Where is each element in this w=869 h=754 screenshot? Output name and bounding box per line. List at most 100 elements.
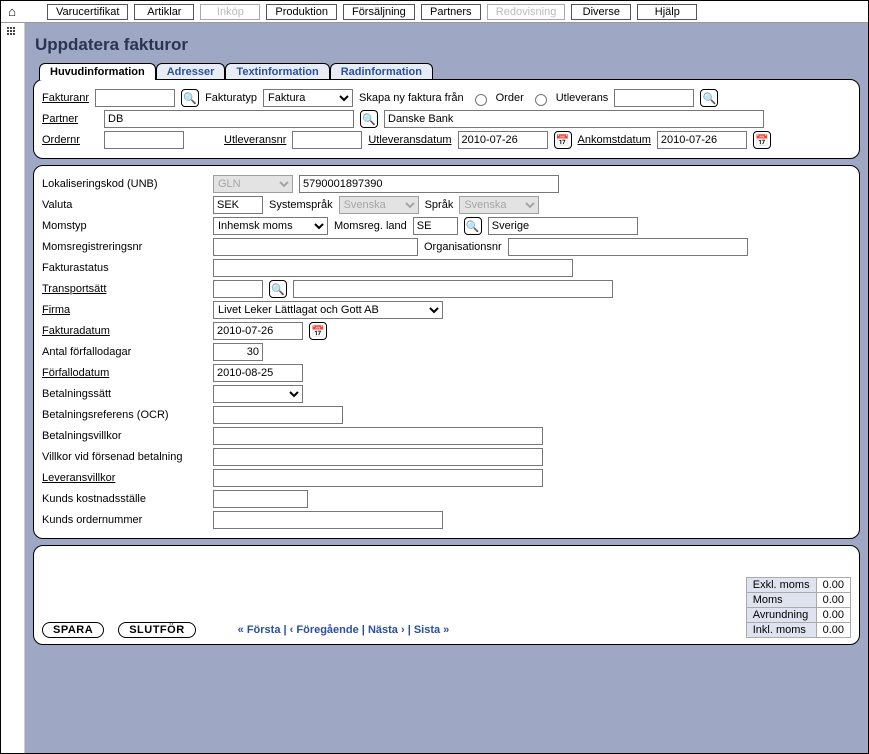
fakturatyp-select[interactable]: Faktura	[263, 89, 353, 107]
top-menu-bar: ⌂ Varucertifikat Artiklar Inköp Produktion F…	[1, 1, 868, 23]
leveransvillkor-input[interactable]	[213, 469, 543, 487]
subtab-row: Huvudinformation Adresser Textinformatio…	[39, 63, 860, 80]
side-strip	[1, 23, 25, 753]
ocr-label: Betalningsreferens (OCR)	[42, 409, 207, 421]
valuta-label: Valuta	[42, 199, 207, 211]
kunds-ordernr-label: Kunds ordernummer	[42, 514, 207, 526]
orgnr-label: Organisationsnr	[424, 241, 502, 253]
ocr-input[interactable]	[213, 406, 343, 424]
top-tab-varucertifikat[interactable]: Varucertifikat	[47, 4, 128, 20]
fakturadatum-input[interactable]	[213, 322, 303, 340]
utleveransdatum-input[interactable]	[458, 131, 548, 149]
order-radio[interactable]	[475, 94, 487, 106]
betalningsvillkor-input[interactable]	[213, 427, 543, 445]
ordernr-input	[104, 131, 184, 149]
totals-table: Exkl. moms0.00 Moms0.00 Avrundning0.00 I…	[746, 577, 851, 638]
tab-huvudinformation[interactable]: Huvudinformation	[39, 63, 156, 80]
lokkod-input	[299, 175, 559, 193]
order-radio-label: Order	[496, 92, 524, 104]
forsenad-label: Villkor vid försenad betalning	[42, 451, 207, 463]
utleverans-radio-label: Utleverans	[556, 92, 609, 104]
ankomstdatum-label: Ankomstdatum	[578, 134, 651, 146]
momsregnr-input[interactable]	[213, 238, 418, 256]
momstyp-select[interactable]: Inhemsk moms	[213, 217, 328, 235]
nav-first[interactable]: « Första	[238, 624, 281, 636]
utleverans-create-input[interactable]	[614, 89, 694, 107]
tab-textinformation[interactable]: Textinformation	[225, 63, 329, 80]
top-tab-produktion[interactable]: Produktion	[266, 4, 337, 20]
partner-code-input[interactable]	[104, 110, 354, 128]
search-icon[interactable]: 🔍	[464, 217, 482, 235]
lokkod-type-select: GLN	[213, 175, 293, 193]
kostnadsstalle-input[interactable]	[213, 490, 308, 508]
forsenad-input[interactable]	[213, 448, 543, 466]
antal-forfallodagar-input[interactable]	[213, 343, 263, 361]
calendar-icon[interactable]: 📅	[554, 131, 572, 149]
nav-last[interactable]: Sista »	[414, 624, 449, 636]
home-icon[interactable]: ⌂	[5, 5, 19, 19]
exkl-moms-value: 0.00	[816, 578, 850, 593]
calendar-icon[interactable]: 📅	[309, 322, 327, 340]
search-icon[interactable]: 🔍	[269, 280, 287, 298]
top-tab-hjälp[interactable]: Hjälp	[637, 4, 697, 20]
partner-name-input	[384, 110, 764, 128]
search-icon[interactable]: 🔍	[700, 89, 718, 107]
search-icon[interactable]: 🔍	[181, 89, 199, 107]
page-title: Uppdatera fakturor	[35, 35, 858, 55]
utleverans-radio[interactable]	[535, 94, 547, 106]
tab-adresser[interactable]: Adresser	[156, 63, 226, 80]
avrundning-label: Avrundning	[746, 608, 816, 623]
avrundning-value: 0.00	[816, 608, 850, 623]
ankomstdatum-input[interactable]	[657, 131, 747, 149]
firma-select[interactable]: Livet Leker Lättlagat och Gott AB	[213, 301, 443, 319]
fakturastatus-input	[213, 259, 573, 277]
fakturanr-input[interactable]	[95, 89, 175, 107]
slutfor-button[interactable]: SLUTFÖR	[118, 622, 195, 638]
top-tab-artiklar[interactable]: Artiklar	[134, 4, 194, 20]
betalningsvillkor-label: Betalningsvillkor	[42, 430, 207, 442]
fakturadatum-label: Fakturadatum	[42, 325, 207, 337]
search-icon[interactable]: 🔍	[360, 110, 378, 128]
moms-value: 0.00	[816, 593, 850, 608]
top-tab-försäljning[interactable]: Försäljning	[343, 4, 415, 20]
transportsatt-label: Transportsätt	[42, 283, 207, 295]
tab-radinformation[interactable]: Radinformation	[330, 63, 433, 80]
fakturastatus-label: Fakturastatus	[42, 262, 207, 274]
inkl-moms-value: 0.00	[816, 623, 850, 638]
momsreg-land-input[interactable]	[413, 217, 458, 235]
betalningssatt-label: Betalningssätt	[42, 388, 207, 400]
top-tab-diverse[interactable]: Diverse	[571, 4, 631, 20]
moms-label: Moms	[746, 593, 816, 608]
transportsatt-code-input[interactable]	[213, 280, 263, 298]
kunds-ordernr-input[interactable]	[213, 511, 443, 529]
nav-next[interactable]: Nästa ›	[368, 624, 405, 636]
antal-forfallodagar-label: Antal förfallodagar	[42, 346, 207, 358]
systemsprak-select: Svenska	[339, 196, 419, 214]
betalningssatt-select[interactable]	[213, 385, 303, 403]
fakturatyp-label: Fakturatyp	[205, 92, 257, 104]
app-window: ⌂ Varucertifikat Artiklar Inköp Produktion F…	[0, 0, 869, 754]
momsreg-land-name	[488, 217, 638, 235]
leveransvillkor-label: Leveransvillkor	[42, 472, 207, 484]
spara-button[interactable]: SPARA	[42, 622, 104, 638]
body-panel: Lokaliseringskod (UNB) GLN Valuta System…	[33, 165, 860, 539]
top-tab-inköp: Inköp	[200, 4, 260, 20]
inkl-moms-label: Inkl. moms	[746, 623, 816, 638]
footer-panel: SPARA SLUTFÖR « Första | ‹ Föregående | …	[33, 545, 860, 645]
sprak-label: Språk	[425, 199, 454, 211]
utleveransdatum-label: Utleveransdatum	[368, 134, 451, 146]
forfallodatum-input	[213, 364, 303, 382]
sprak-select: Svenska	[459, 196, 539, 214]
top-tab-partners[interactable]: Partners	[421, 4, 481, 20]
momsreg-land-label: Momsreg. land	[334, 220, 407, 232]
skapa-label: Skapa ny faktura från	[359, 92, 464, 104]
ordernr-label: Ordernr	[42, 134, 98, 146]
valuta-input	[213, 196, 263, 214]
nav-prev[interactable]: ‹ Föregående	[290, 624, 359, 636]
grip-icon[interactable]	[7, 27, 19, 39]
lokkod-label: Lokaliseringskod (UNB)	[42, 178, 207, 190]
utleveransnr-input	[292, 131, 362, 149]
partner-label: Partner	[42, 113, 98, 125]
momstyp-label: Momstyp	[42, 220, 207, 232]
calendar-icon[interactable]: 📅	[753, 131, 771, 149]
